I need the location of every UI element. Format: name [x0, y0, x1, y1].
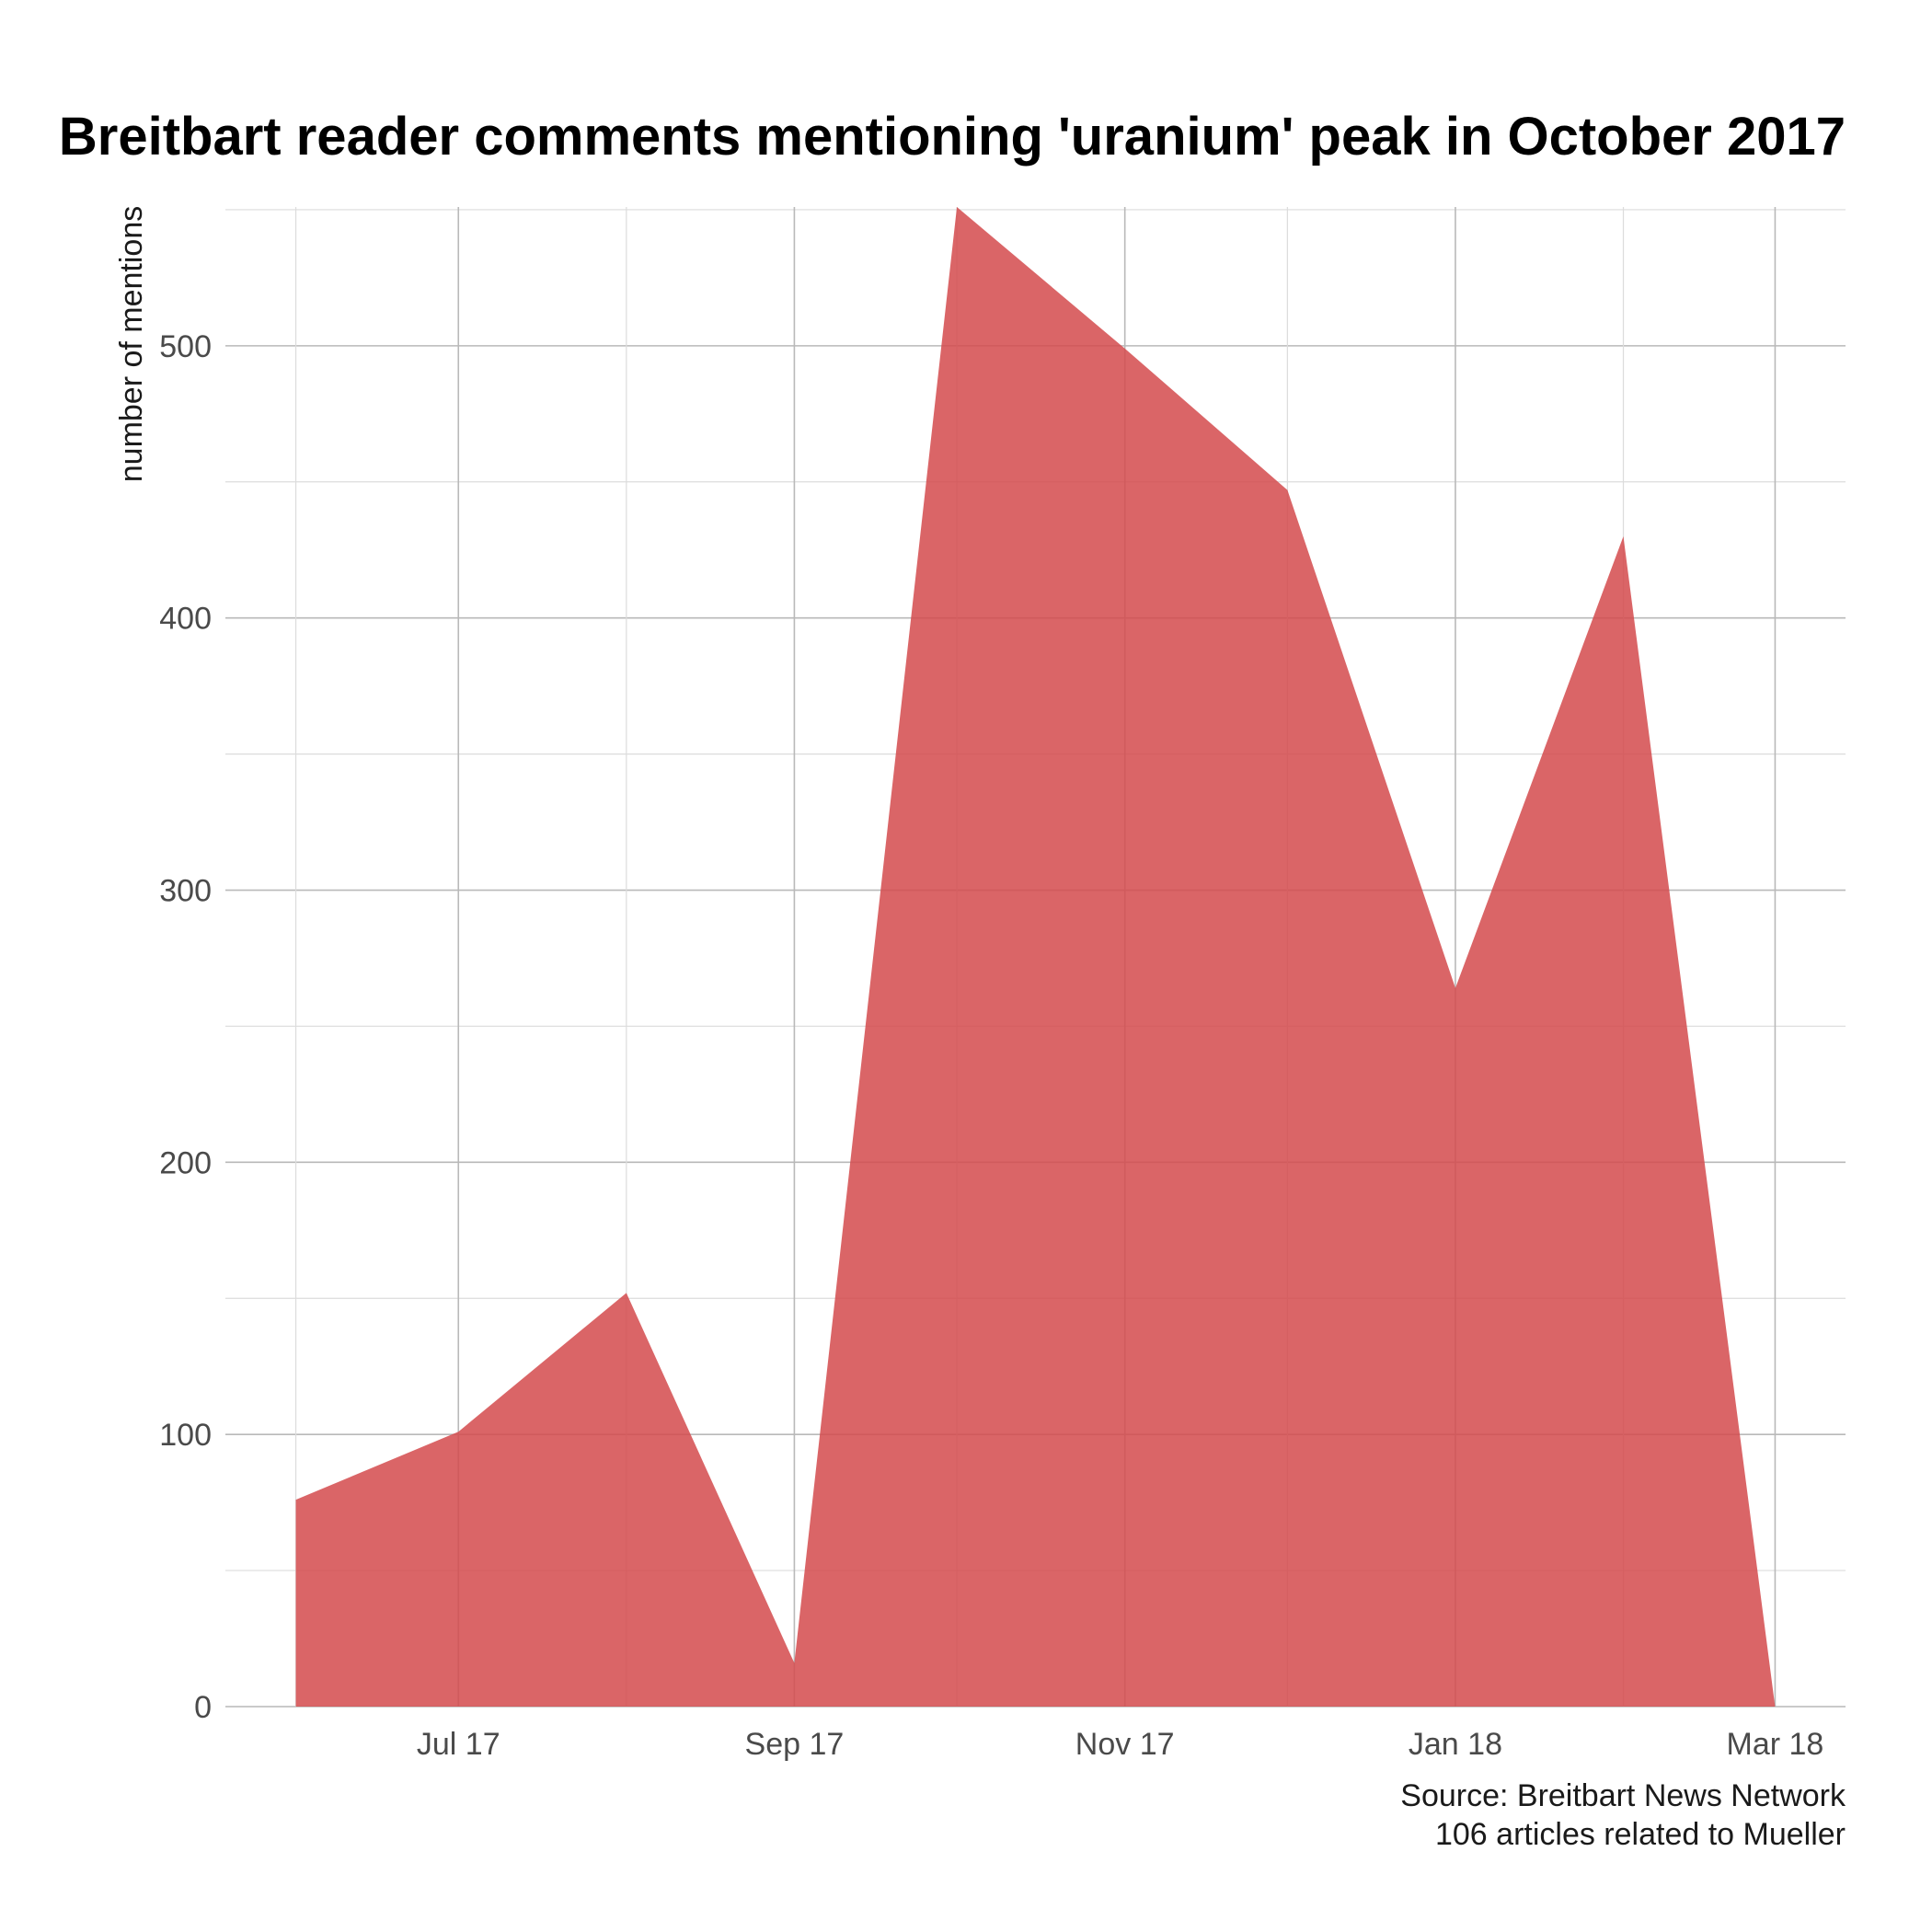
y-tick-label: 300 [159, 874, 212, 909]
x-tick-label: Jan 18 [1409, 1727, 1502, 1762]
y-tick-label: 400 [159, 602, 212, 637]
x-tick-label: Mar 18 [1727, 1727, 1824, 1762]
y-axis-label: number of mentions [114, 206, 149, 483]
y-axis: 0 100 200 300 400 500 [159, 329, 212, 1725]
x-axis: Jul 17 Sep 17 Nov 17 Jan 18 Mar 18 [417, 1727, 1823, 1762]
caption-source: Source: Breitbart News Network [1400, 1778, 1846, 1813]
area-series [295, 207, 1776, 1707]
x-tick-label: Jul 17 [417, 1727, 500, 1762]
y-tick-label: 0 [194, 1690, 212, 1725]
y-tick-label: 100 [159, 1418, 212, 1453]
chart-title: Breitbart reader comments mentioning 'ur… [59, 107, 1846, 167]
caption-articles: 106 articles related to Mueller [1435, 1817, 1846, 1852]
y-tick-label: 200 [159, 1145, 212, 1180]
x-tick-label: Sep 17 [745, 1727, 845, 1762]
plot-area [295, 207, 1776, 1707]
y-tick-label: 500 [159, 329, 212, 364]
x-tick-label: Nov 17 [1075, 1727, 1175, 1762]
